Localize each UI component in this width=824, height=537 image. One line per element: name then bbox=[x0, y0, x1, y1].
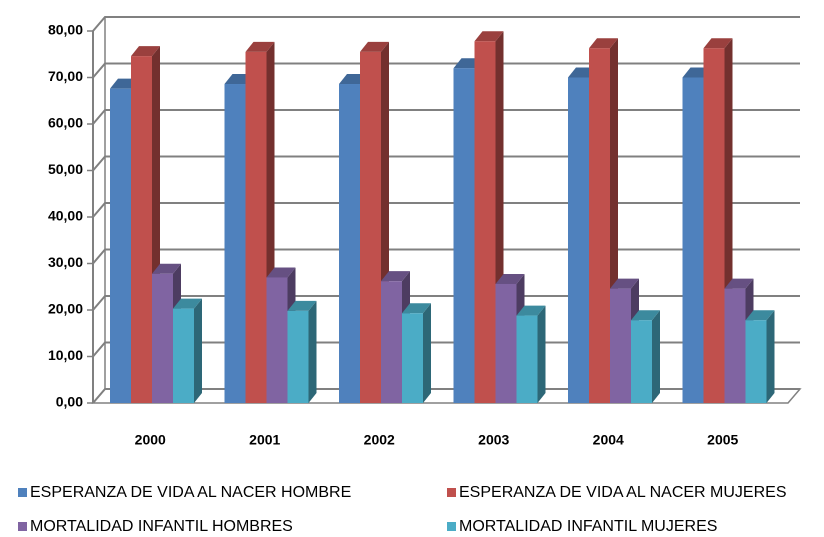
bar-top bbox=[631, 310, 660, 321]
bar-top bbox=[152, 263, 181, 274]
y-tick-label: 10,00 bbox=[48, 347, 83, 363]
bar-top bbox=[703, 38, 733, 49]
y-tick-label: 20,00 bbox=[48, 301, 83, 317]
bar bbox=[453, 68, 475, 403]
legend-label: MORTALIDAD INFANTIL MUJERES bbox=[459, 518, 717, 535]
bar bbox=[589, 48, 610, 404]
legend-swatch bbox=[18, 522, 27, 531]
bar-top bbox=[495, 273, 525, 284]
bar-top bbox=[724, 278, 754, 289]
y-tick-label: 0,00 bbox=[56, 394, 83, 410]
x-tick-label: 2002 bbox=[364, 432, 395, 448]
bar bbox=[152, 273, 173, 403]
bar-top bbox=[745, 310, 775, 321]
bar-top bbox=[360, 41, 389, 52]
bar-top bbox=[589, 38, 618, 49]
bar bbox=[381, 281, 402, 403]
bar-side bbox=[537, 305, 546, 403]
bar bbox=[610, 288, 631, 403]
x-tick-label: 2003 bbox=[478, 432, 509, 448]
legend-swatch bbox=[447, 522, 456, 531]
y-tick-label: 60,00 bbox=[48, 115, 83, 131]
bar-top bbox=[131, 46, 160, 57]
bar-side bbox=[423, 303, 431, 403]
floor bbox=[91, 388, 802, 404]
bar bbox=[287, 310, 309, 403]
bar-side bbox=[652, 310, 660, 403]
y-tick-label: 40,00 bbox=[48, 208, 83, 224]
bar bbox=[474, 41, 496, 403]
x-tick-label: 2001 bbox=[249, 432, 280, 448]
bar-top bbox=[266, 267, 296, 278]
bar-top bbox=[381, 271, 410, 282]
bar-top bbox=[402, 303, 431, 314]
y-tick-label: 80,00 bbox=[48, 22, 83, 38]
bar bbox=[131, 56, 152, 404]
bar bbox=[402, 313, 423, 403]
bar bbox=[703, 48, 725, 404]
bar bbox=[682, 77, 704, 403]
bar-top bbox=[474, 31, 504, 42]
legend-swatch bbox=[18, 488, 27, 497]
bar bbox=[173, 308, 194, 403]
bar bbox=[568, 77, 589, 403]
bar-side bbox=[308, 300, 317, 403]
bar-top bbox=[516, 305, 546, 316]
bar-side bbox=[766, 310, 775, 403]
legend-swatch bbox=[447, 488, 456, 497]
legend-label: ESPERANZA DE VIDA AL NACER MUJERES bbox=[459, 484, 787, 501]
bar bbox=[339, 84, 360, 403]
bar bbox=[266, 277, 288, 403]
bar-top bbox=[173, 298, 202, 309]
bar bbox=[495, 283, 517, 403]
bar bbox=[360, 51, 381, 404]
bar bbox=[516, 315, 538, 403]
bar bbox=[110, 88, 131, 403]
bar-top bbox=[287, 300, 317, 311]
bar-side bbox=[194, 298, 202, 403]
bar bbox=[745, 320, 767, 403]
bar bbox=[724, 288, 746, 403]
x-tick-label: 2000 bbox=[135, 432, 166, 448]
y-tick-label: 30,00 bbox=[48, 254, 83, 270]
legend-label: ESPERANZA DE VIDA AL NACER HOMBRE bbox=[30, 484, 351, 501]
y-tick-label: 70,00 bbox=[48, 68, 83, 84]
bar-top bbox=[610, 278, 639, 289]
legend-label: MORTALIDAD INFANTIL HOMBRES bbox=[30, 518, 293, 535]
y-tick-label: 50,00 bbox=[48, 161, 83, 177]
x-tick-label: 2004 bbox=[593, 432, 624, 448]
x-tick-label: 2005 bbox=[707, 432, 738, 448]
bar bbox=[245, 51, 267, 404]
bar-top bbox=[245, 41, 275, 52]
bar bbox=[224, 84, 246, 403]
bar bbox=[631, 320, 652, 403]
